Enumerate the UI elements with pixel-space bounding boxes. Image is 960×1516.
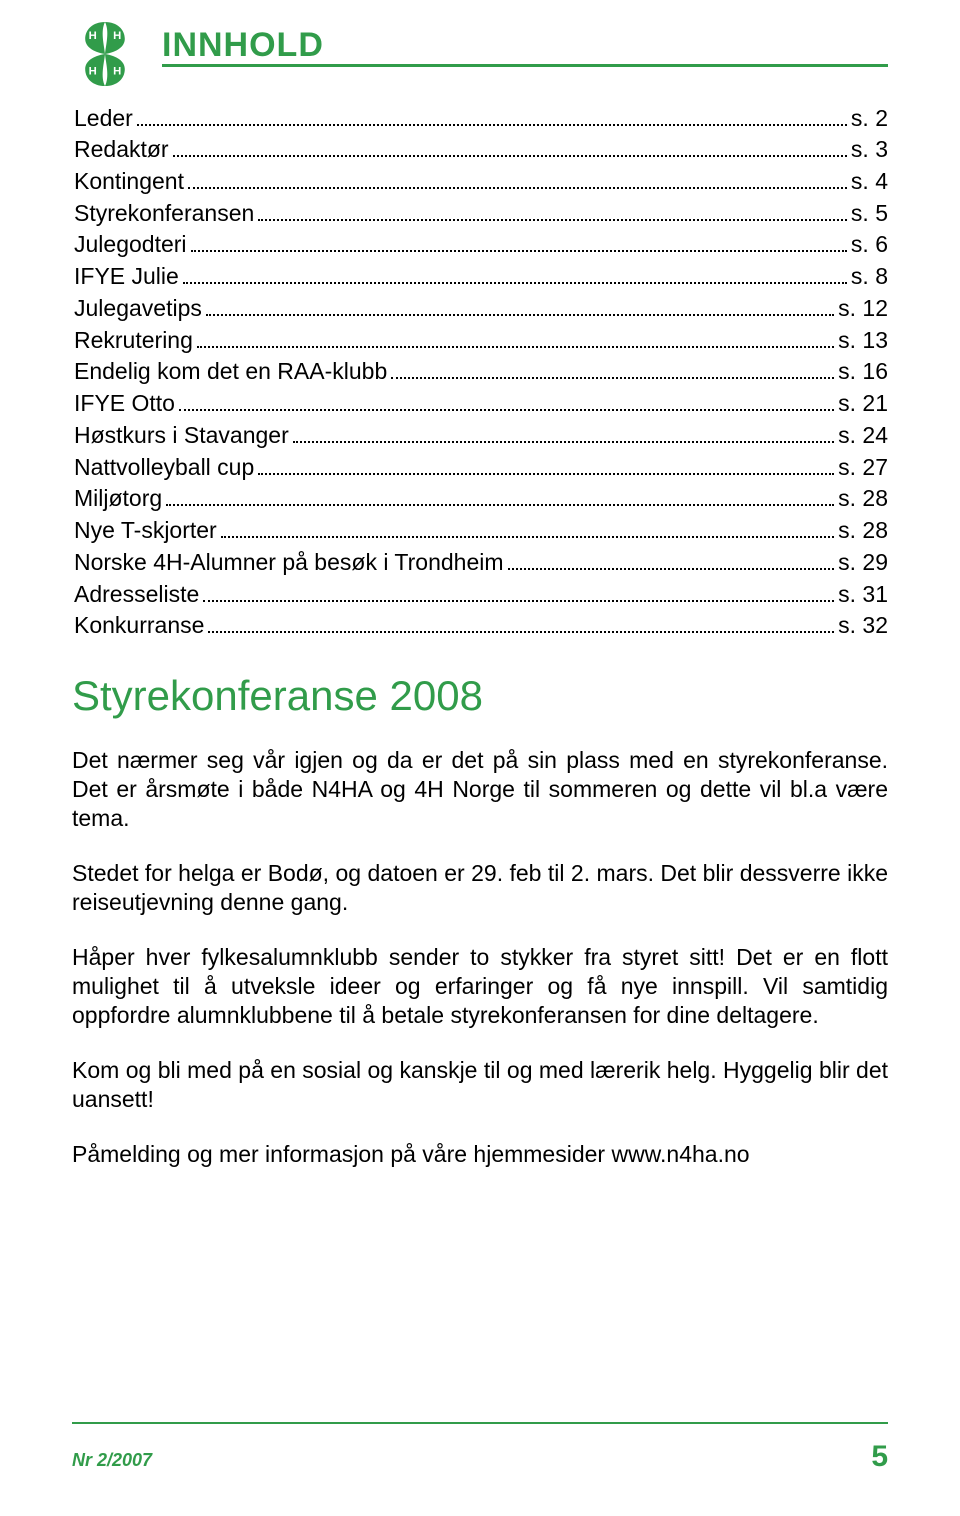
toc-leader [179, 409, 834, 411]
toc-label: Konkurranse [74, 610, 204, 642]
toc-label: Julegavetips [74, 293, 202, 325]
toc-leader [208, 631, 834, 633]
toc-row: Rekrutering s. 13 [74, 325, 888, 357]
toc-leader [203, 600, 834, 602]
toc-page: s. 12 [838, 293, 888, 325]
toc-label: Julegodteri [74, 229, 187, 261]
toc-leader [258, 473, 834, 475]
toc-label: Nye T-skjorter [74, 515, 217, 547]
toc-leader [173, 155, 847, 157]
toc-row: Miljøtorg s. 28 [74, 483, 888, 515]
svg-text:H: H [113, 30, 121, 42]
section-title: INNHOLD [162, 26, 324, 65]
toc-label: Høstkurs i Stavanger [74, 420, 289, 452]
toc-page: s. 5 [851, 198, 888, 230]
toc-page: s. 28 [838, 515, 888, 547]
toc-leader [206, 314, 834, 316]
toc-label: Norske 4H-Alumner på besøk i Trondheim [74, 547, 504, 579]
toc-page: s. 32 [838, 610, 888, 642]
toc-leader [137, 124, 847, 126]
toc-page: s. 3 [851, 134, 888, 166]
svg-text:H: H [89, 30, 97, 42]
toc-label: Kontingent [74, 166, 184, 198]
page-footer: Nr 2/2007 5 [72, 1422, 888, 1475]
table-of-contents: Leders. 2Redaktørs. 3Kontingents. 4Styre… [74, 103, 888, 642]
toc-row: Julegavetips s. 12 [74, 293, 888, 325]
article-paragraph: Påmelding og mer informasjon på våre hje… [72, 1140, 888, 1169]
toc-row: Høstkurs i Stavanger s. 24 [74, 420, 888, 452]
toc-page: s. 28 [838, 483, 888, 515]
toc-leader [183, 282, 847, 284]
toc-leader [166, 504, 834, 506]
toc-row: Konkurranse s. 32 [74, 610, 888, 642]
toc-page: s. 21 [838, 388, 888, 420]
article-body: Det nærmer seg vår igjen og da er det på… [72, 746, 888, 1169]
toc-row: Styrekonferansen s. 5 [74, 198, 888, 230]
toc-row: IFYE Julie s. 8 [74, 261, 888, 293]
toc-page: s. 31 [838, 579, 888, 611]
toc-leader [508, 568, 835, 570]
toc-row: Leder s. 2 [74, 103, 888, 135]
svg-text:H: H [113, 66, 121, 78]
article-paragraph: Stedet for helga er Bodø, og datoen er 2… [72, 859, 888, 917]
toc-page: s. 24 [838, 420, 888, 452]
toc-page: s. 4 [851, 166, 888, 198]
toc-leader [188, 187, 847, 189]
toc-page: s. 16 [838, 356, 888, 388]
toc-row: IFYE Otto s. 21 [74, 388, 888, 420]
toc-leader [191, 250, 847, 252]
toc-leader [391, 377, 834, 379]
toc-page: s. 8 [851, 261, 888, 293]
toc-row: Endelig kom det en RAA-klubb s. 16 [74, 356, 888, 388]
footer-rule [72, 1422, 888, 1425]
toc-leader [258, 219, 847, 221]
issue-label: Nr 2/2007 [72, 1450, 152, 1471]
toc-page: s. 6 [851, 229, 888, 261]
toc-row: Nattvolleyball cup s. 27 [74, 452, 888, 484]
toc-label: Styrekonferansen [74, 198, 254, 230]
article-title: Styrekonferanse 2008 [72, 672, 888, 720]
toc-label: Adresseliste [74, 579, 199, 611]
4h-logo-icon: H H H H [72, 18, 138, 90]
article-paragraph: Håper hver fylkesalumnklubb sender to st… [72, 943, 888, 1030]
toc-row: Kontingent s. 4 [74, 166, 888, 198]
toc-label: Nattvolleyball cup [74, 452, 254, 484]
toc-row: Nye T-skjorter s. 28 [74, 515, 888, 547]
header-row: H H H H INNHOLD [72, 32, 888, 90]
toc-page: s. 27 [838, 452, 888, 484]
toc-row: Norske 4H-Alumner på besøk i Trondheim s.… [74, 547, 888, 579]
toc-label: IFYE Otto [74, 388, 175, 420]
toc-row: Redaktør s. 3 [74, 134, 888, 166]
page-number: 5 [871, 1440, 888, 1474]
toc-label: Endelig kom det en RAA-klubb [74, 356, 387, 388]
article-paragraph: Det nærmer seg vår igjen og da er det på… [72, 746, 888, 833]
toc-label: Rekrutering [74, 325, 193, 357]
toc-leader [221, 536, 834, 538]
toc-leader [293, 441, 834, 443]
toc-label: Leder [74, 103, 133, 135]
toc-page: s. 13 [838, 325, 888, 357]
article-paragraph: Kom og bli med på en sosial og kanskje t… [72, 1056, 888, 1114]
toc-page: s. 29 [838, 547, 888, 579]
toc-label: Miljøtorg [74, 483, 162, 515]
toc-leader [197, 346, 834, 348]
toc-row: Julegodteri s. 6 [74, 229, 888, 261]
svg-text:H: H [89, 66, 97, 78]
toc-page: s. 2 [851, 103, 888, 135]
toc-label: Redaktør [74, 134, 169, 166]
toc-label: IFYE Julie [74, 261, 179, 293]
toc-row: Adresseliste s. 31 [74, 579, 888, 611]
